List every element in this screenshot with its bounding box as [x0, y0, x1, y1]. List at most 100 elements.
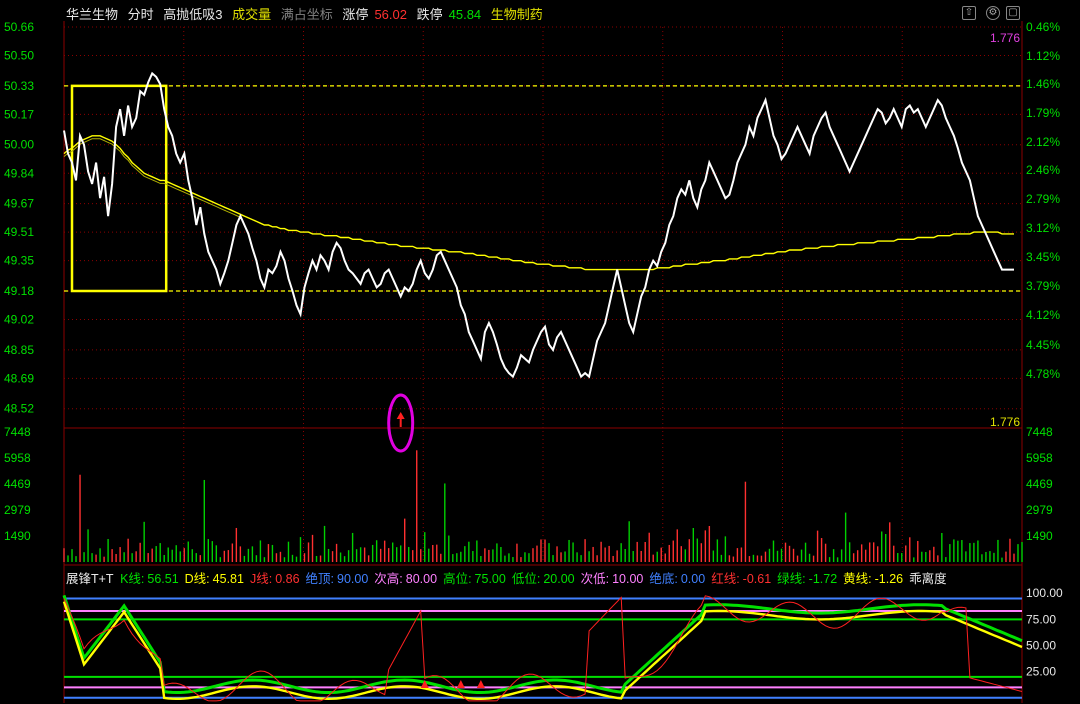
indicator-item-value: 0.86	[275, 572, 300, 586]
indicator-item-value: 45.81	[212, 572, 244, 586]
volume-axis-tick-right: 1490	[1026, 529, 1053, 543]
volume-axis-tick: 4469	[4, 477, 31, 491]
j-line	[63, 595, 1023, 702]
indicator-item-value: 56.51	[147, 572, 179, 586]
k-line	[62, 594, 1023, 694]
indicator-item-value: -1.72	[808, 572, 838, 586]
grid-lines	[63, 21, 1023, 703]
chart-header: 华兰生物 分时 高抛低吸3 成交量 满占坐标 涨停 56.02 跌停 45.84 生…	[66, 4, 549, 24]
upload-icon[interactable]: ⇧	[962, 6, 976, 20]
volume-panel	[63, 450, 1023, 562]
price-axis-tick: 49.35	[4, 254, 34, 268]
indicator-item-label: 红线:	[711, 572, 740, 586]
up-arrow-marker	[396, 412, 405, 427]
indicator-item-value: -0.61	[742, 572, 772, 586]
volume-axis-tick: 2979	[4, 503, 31, 517]
pct-axis-tick: 1.46%	[1026, 77, 1060, 91]
fill-coord-label[interactable]: 满占坐标	[280, 7, 333, 22]
indicator-axis-tick: 75.00	[1026, 612, 1056, 626]
price-axis-tick: 50.66	[4, 20, 34, 34]
indicator-tail-label: 乖离度	[909, 572, 947, 586]
indicator-bar: 展锋T+T K线: 56.51 D线: 45.81 J线: 0.86 绝顶: 90.00 次高:…	[66, 568, 950, 586]
pct-axis-tick: 1.12%	[1026, 49, 1060, 63]
indicator-item-label: 低位:	[511, 572, 541, 586]
maximize-icon[interactable]: ▢	[1006, 6, 1020, 20]
indicator-item-label: 绝顶:	[305, 572, 335, 586]
price-axis-tick: 49.02	[4, 313, 34, 327]
signal-arrow	[420, 680, 429, 688]
indicator-item-value: 10.00	[612, 572, 644, 586]
indicator-item-value: 90.00	[337, 572, 369, 586]
indicator-item-label: K线:	[120, 572, 145, 586]
indicator-item-label: 黄线:	[843, 572, 872, 586]
indicator-name[interactable]: 高抛低吸3	[163, 7, 223, 22]
indicator-item-label: 次低:	[580, 572, 610, 586]
pct-axis-tick: 1.79%	[1026, 106, 1060, 120]
indicator-item-label: 次高:	[374, 572, 403, 586]
top-right-value: 1.776	[990, 31, 1020, 45]
indicator-item-label: 绝底:	[649, 572, 678, 586]
price-axis-tick: 48.52	[4, 402, 34, 416]
indicator-item-value: 80.00	[405, 572, 438, 586]
price-axis-tick: 48.85	[4, 343, 34, 357]
pct-axis-tick: 2.12%	[1026, 135, 1060, 149]
price-axis-tick: 50.00	[4, 138, 34, 152]
settings-icon[interactable]: ⚙	[986, 6, 1000, 20]
indicator-axis-tick: 25.00	[1026, 665, 1056, 679]
indicator-item-value: 20.00	[543, 572, 575, 586]
limit-down-value: 45.84	[448, 7, 482, 22]
volume-axis-tick-right: 7448	[1026, 425, 1053, 439]
d-line	[62, 601, 1023, 701]
signal-arrow	[476, 680, 485, 688]
volume-axis-tick: 7448	[4, 425, 31, 439]
price-line	[63, 71, 1014, 379]
volume-axis-tick: 5958	[4, 451, 31, 465]
circle-marker	[387, 393, 415, 453]
price-axis-tick: 50.17	[4, 107, 34, 121]
limit-up-label: 涨停	[342, 7, 369, 22]
pct-axis-tick: 2.79%	[1026, 192, 1060, 206]
limit-down-label: 跌停	[416, 7, 443, 22]
indicator-item-value: -1.26	[874, 572, 904, 586]
pct-axis-tick: 4.12%	[1026, 308, 1060, 322]
price-axis-tick: 50.33	[4, 79, 34, 93]
stock-name[interactable]: 华兰生物	[66, 7, 119, 22]
avg-line	[63, 135, 1014, 271]
price-axis-tick: 49.67	[4, 197, 34, 211]
price-panel	[63, 71, 1022, 453]
indicator-item-label: 绿线:	[777, 572, 806, 586]
signal-arrow	[456, 680, 465, 688]
price-axis-tick: 49.84	[4, 166, 34, 180]
avg-line-shadow	[63, 138, 241, 218]
indicator-bar-name[interactable]: 展锋T+T	[66, 572, 114, 586]
indicator-panel	[62, 594, 1023, 702]
pct-axis-tick: 3.45%	[1026, 250, 1060, 264]
pct-axis-tick: 4.78%	[1026, 367, 1060, 381]
volume-label[interactable]: 成交量	[232, 7, 272, 22]
price-axis-tick: 49.51	[4, 225, 34, 239]
price-axis-tick: 50.50	[4, 49, 34, 63]
pct-axis-tick: 0.46%	[1026, 20, 1060, 34]
volume-axis-tick: 1490	[4, 529, 31, 543]
sector-label[interactable]: 生物制药	[490, 7, 543, 22]
indicator-item-label: J线:	[249, 572, 273, 586]
indicator-item-label: 高位:	[443, 572, 472, 586]
volume-top-value: 1.776	[990, 415, 1020, 429]
mode-label[interactable]: 分时	[127, 7, 154, 22]
indicator-item-value: 0.00	[680, 572, 706, 586]
pct-axis-tick: 3.12%	[1026, 221, 1060, 235]
volume-axis-tick-right: 4469	[1026, 477, 1053, 491]
indicator-item-value: 75.00	[474, 572, 506, 586]
pct-axis-tick: 2.46%	[1026, 163, 1060, 177]
volume-axis-tick-right: 2979	[1026, 503, 1053, 517]
highlight-box	[70, 84, 168, 293]
indicator-item-label: D线:	[184, 572, 210, 586]
limit-up-value: 56.02	[374, 7, 407, 22]
volume-axis-tick-right: 5958	[1026, 451, 1053, 465]
price-axis-tick: 48.69	[4, 371, 34, 385]
pct-axis-tick: 4.45%	[1026, 338, 1060, 352]
pct-axis-tick: 3.79%	[1026, 279, 1060, 293]
axis-labels: 50.66 50.50 50.33 50.17 50.00 49.84 49.67 49.51…	[4, 20, 1063, 679]
indicator-axis-tick: 50.00	[1026, 639, 1056, 653]
